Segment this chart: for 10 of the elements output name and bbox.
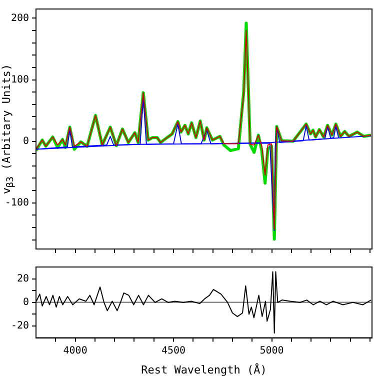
y-tick-label: 20 xyxy=(16,273,29,284)
y-tick-label: 0 xyxy=(22,136,29,147)
y-tick-label: 200 xyxy=(10,12,29,24)
x-tick-label: 4500 xyxy=(161,345,186,356)
x-axis-title: Rest Wavelength (Å) xyxy=(141,362,267,376)
x-tick-label: 5000 xyxy=(260,345,284,356)
y-tick-label: -20 xyxy=(10,320,29,332)
x-tick-label: 4000 xyxy=(63,345,88,356)
y-tick-label: -100 xyxy=(4,197,29,208)
y-tick-label: 0 xyxy=(22,296,29,308)
